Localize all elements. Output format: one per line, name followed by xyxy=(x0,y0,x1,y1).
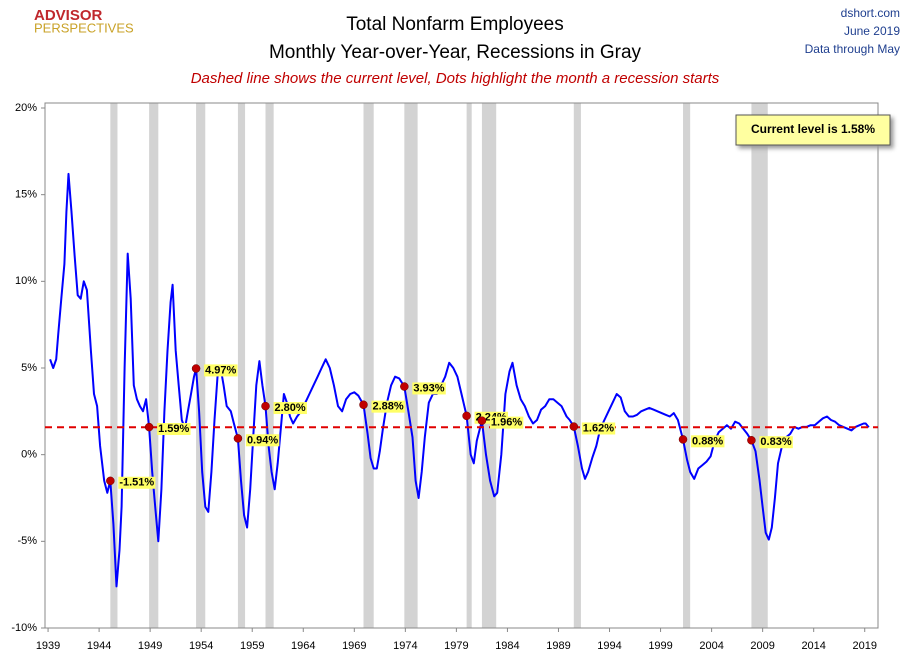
data-label-bg xyxy=(581,422,616,435)
data-label-bg xyxy=(489,416,524,429)
recession-band xyxy=(237,103,246,628)
y-tick-label: -10% xyxy=(11,622,37,634)
data-label: 1.62% xyxy=(583,422,614,434)
y-tick-label: 5% xyxy=(21,362,37,374)
data-label-bg xyxy=(691,435,725,448)
logo-top: ADVISOR xyxy=(34,7,103,24)
y-tick-label: 15% xyxy=(15,189,37,201)
data-label: 1.59% xyxy=(158,423,189,435)
x-tick-label: 1954 xyxy=(189,640,213,652)
x-tick-label: 1939 xyxy=(36,640,60,652)
x-tick-label: 1974 xyxy=(393,640,417,652)
logo-bottom: PERSPECTIVES xyxy=(34,20,134,35)
data-line xyxy=(49,172,870,588)
recession-start-dot xyxy=(233,434,243,443)
recession-band xyxy=(481,103,497,628)
data-label: 0.94% xyxy=(247,434,278,446)
recession-band xyxy=(573,103,581,628)
recession-start-dot xyxy=(191,364,201,373)
x-tick-label: 2019 xyxy=(852,640,876,652)
x-tick-label: 1984 xyxy=(495,640,519,652)
source: Data through May xyxy=(805,42,900,56)
recession-start-dot xyxy=(747,436,756,445)
recession-start-dot xyxy=(678,435,688,444)
x-tick-label: 1989 xyxy=(546,640,570,652)
data-label: 1.96% xyxy=(491,417,522,429)
data-label: 0.88% xyxy=(692,435,723,447)
y-tick-label: 20% xyxy=(15,102,37,114)
source: June 2019 xyxy=(844,24,900,38)
recession-band xyxy=(149,103,159,628)
recession-start-dot xyxy=(569,422,579,431)
recession-band xyxy=(363,103,374,628)
recession-start-dot xyxy=(359,400,368,409)
recession-band xyxy=(683,103,691,628)
chart-title: Total Nonfarm Employees xyxy=(346,14,564,35)
y-tick-label: -5% xyxy=(17,535,37,547)
x-tick-label: 1964 xyxy=(291,640,315,652)
data-label: 3.93% xyxy=(413,382,444,394)
recession-start-dot xyxy=(400,382,409,391)
data-label-bg xyxy=(157,423,191,436)
y-tick-label: 10% xyxy=(15,275,37,287)
recession-start-dot xyxy=(106,476,115,486)
x-tick-label: 2004 xyxy=(699,640,723,652)
x-tick-label: 2014 xyxy=(801,640,825,652)
chart-title: Monthly Year-over-Year, Recessions in Gr… xyxy=(269,42,642,63)
data-label-bg xyxy=(412,382,446,395)
data-label: 2.88% xyxy=(373,401,404,413)
x-tick-label: 1999 xyxy=(648,640,672,652)
annotation-box xyxy=(735,114,891,146)
recession-band xyxy=(196,103,206,628)
x-tick-label: 1994 xyxy=(597,640,621,652)
recession-start-dot xyxy=(477,416,487,425)
recession-band xyxy=(404,103,418,628)
data-label-bg xyxy=(759,436,793,449)
recession-start-dot xyxy=(462,411,471,421)
annotation: Current level is 1.58% xyxy=(751,122,875,136)
recession-band xyxy=(466,103,472,628)
chart-subtitle: Dashed line shows the current level, Dot… xyxy=(191,70,720,87)
source: dshort.com xyxy=(841,6,900,20)
x-tick-label: 1969 xyxy=(342,640,366,652)
x-tick-label: 1949 xyxy=(138,640,162,652)
data-label: -1.51% xyxy=(119,477,154,489)
recession-band xyxy=(751,103,768,628)
x-tick-label: 1979 xyxy=(444,640,468,652)
recession-start-dot xyxy=(144,422,154,432)
x-tick-label: 1944 xyxy=(87,640,111,652)
data-label-bg xyxy=(204,364,238,377)
data-label-bg xyxy=(245,434,280,447)
data-label: 2.80% xyxy=(275,402,306,414)
recession-band xyxy=(265,103,274,628)
x-tick-label: 1959 xyxy=(240,640,264,652)
data-label-bg xyxy=(273,402,307,415)
y-tick-label: 0% xyxy=(21,449,37,461)
data-label-bg xyxy=(118,476,156,489)
data-label-bg xyxy=(371,400,405,413)
plot-frame xyxy=(44,102,879,629)
data-label: 0.83% xyxy=(760,436,791,448)
x-tick-label: 2009 xyxy=(750,640,774,652)
recession-band xyxy=(110,103,118,628)
data-label: 4.97% xyxy=(205,364,236,376)
recession-start-dot xyxy=(261,401,270,411)
